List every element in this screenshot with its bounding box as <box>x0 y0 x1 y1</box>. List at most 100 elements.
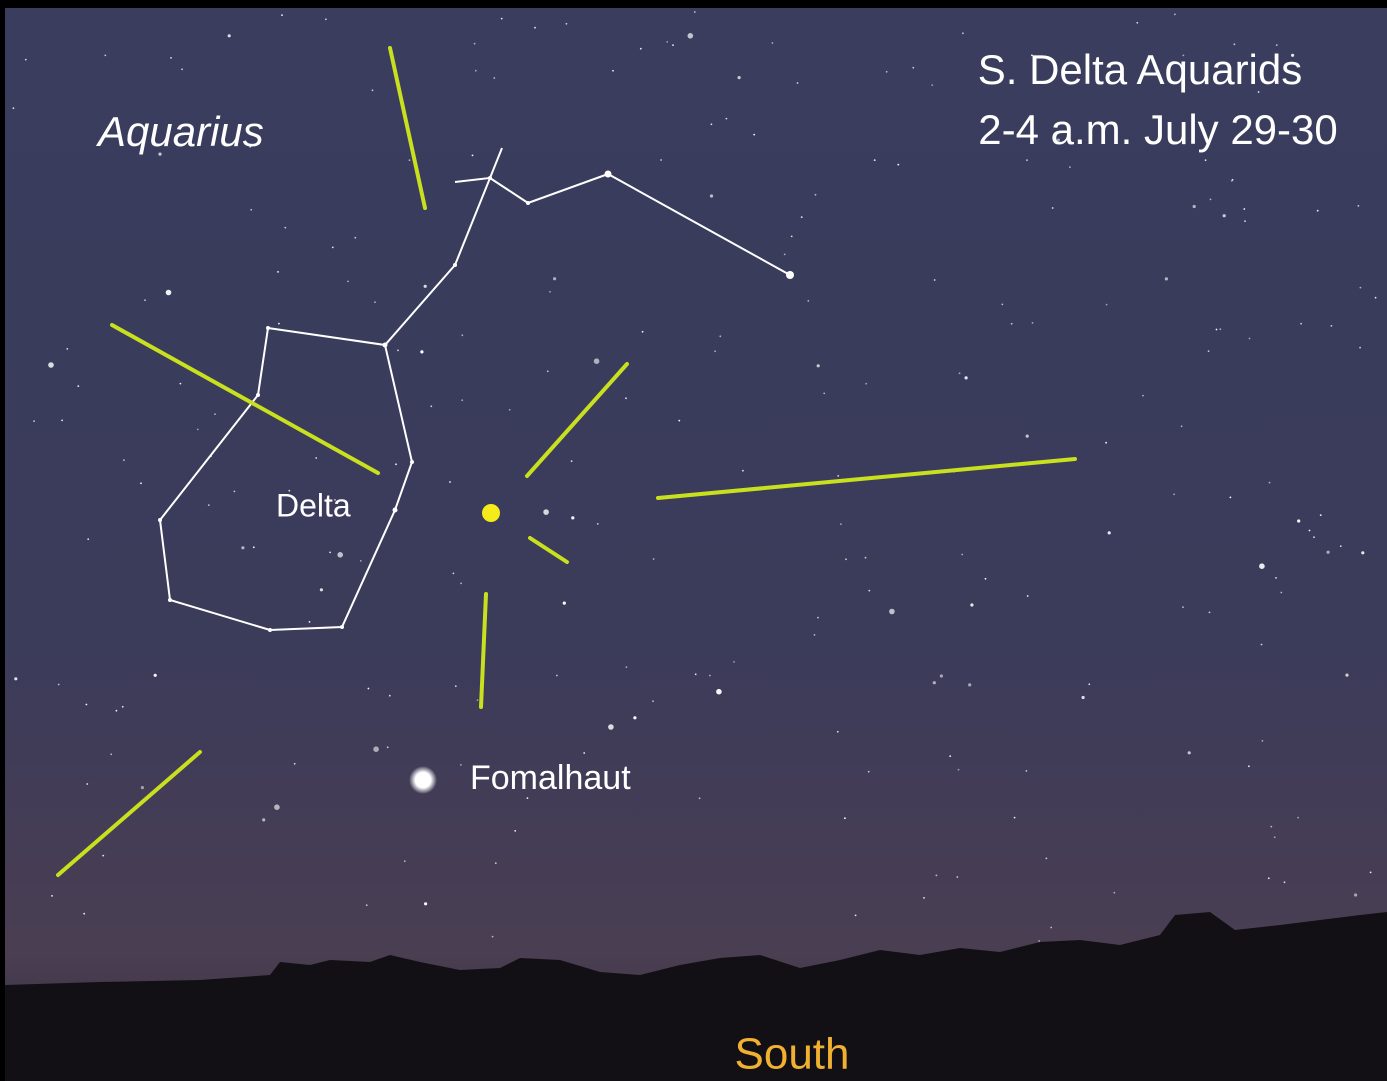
meteor-streaks <box>56 46 1077 877</box>
star <box>170 57 172 59</box>
star <box>454 685 457 688</box>
star <box>1233 43 1236 46</box>
star <box>571 516 575 520</box>
star <box>543 509 549 515</box>
star <box>1001 303 1004 306</box>
star <box>104 54 107 57</box>
star <box>278 322 280 325</box>
star <box>836 730 839 733</box>
star <box>1069 166 1071 169</box>
star <box>491 935 494 938</box>
star <box>227 34 231 38</box>
star <box>1297 816 1299 819</box>
star <box>367 687 370 690</box>
star <box>1031 54 1033 57</box>
star <box>935 874 938 877</box>
star <box>1229 496 1232 499</box>
star <box>308 621 311 623</box>
star <box>949 755 952 757</box>
star <box>233 490 236 493</box>
star <box>968 683 972 687</box>
star <box>912 66 915 69</box>
star <box>1174 13 1176 16</box>
star <box>1300 322 1302 325</box>
star <box>1319 136 1321 139</box>
star <box>694 673 697 676</box>
star <box>816 364 820 368</box>
star <box>347 280 349 283</box>
star <box>1291 53 1295 57</box>
star <box>553 277 557 281</box>
star <box>526 797 529 799</box>
star <box>840 523 842 525</box>
star <box>86 783 89 785</box>
star <box>1248 765 1250 768</box>
star <box>1051 207 1054 209</box>
star <box>165 289 172 296</box>
star <box>1187 751 1191 755</box>
star <box>1031 322 1034 324</box>
star <box>281 14 283 16</box>
star <box>24 58 27 61</box>
star <box>430 405 433 408</box>
star <box>807 300 810 302</box>
star <box>932 681 936 685</box>
star <box>714 350 716 353</box>
star <box>1192 204 1196 209</box>
star <box>1215 328 1218 331</box>
star <box>1275 44 1278 46</box>
star <box>709 674 711 677</box>
star <box>1136 21 1139 24</box>
star <box>1313 536 1315 539</box>
star <box>51 895 53 897</box>
star <box>449 481 451 483</box>
star <box>153 673 157 677</box>
star <box>1142 394 1144 397</box>
star <box>325 18 327 21</box>
star <box>1330 325 1333 327</box>
star <box>817 616 819 619</box>
star <box>158 152 162 156</box>
star <box>354 236 357 239</box>
star <box>473 42 476 45</box>
star <box>666 41 669 43</box>
star <box>452 572 455 575</box>
star <box>1280 591 1283 594</box>
star <box>33 420 35 422</box>
star <box>1259 563 1265 569</box>
star <box>85 703 88 706</box>
star <box>961 553 964 556</box>
star <box>1107 531 1111 535</box>
star <box>207 504 210 506</box>
star <box>66 348 69 350</box>
star <box>719 335 722 338</box>
star <box>500 17 503 20</box>
star <box>698 797 701 800</box>
star <box>873 159 876 162</box>
star <box>284 226 287 229</box>
star <box>1105 441 1107 444</box>
star <box>725 117 728 120</box>
star <box>1267 877 1270 880</box>
star <box>633 716 637 720</box>
star <box>1208 611 1211 614</box>
star <box>783 253 786 256</box>
star <box>652 558 655 560</box>
star <box>476 699 479 701</box>
star <box>984 577 987 580</box>
star <box>461 334 464 337</box>
star <box>844 817 846 820</box>
star <box>461 399 464 402</box>
star-label: Delta <box>276 487 351 523</box>
star <box>639 47 642 50</box>
star <box>1339 545 1342 548</box>
star <box>403 860 406 863</box>
star <box>641 330 644 333</box>
star <box>1088 683 1091 686</box>
star <box>214 413 216 415</box>
star <box>864 556 867 559</box>
star <box>1173 493 1175 496</box>
star <box>608 724 614 730</box>
star <box>771 42 774 44</box>
subtitle: 2-4 a.m. July 29-30 <box>978 106 1338 153</box>
